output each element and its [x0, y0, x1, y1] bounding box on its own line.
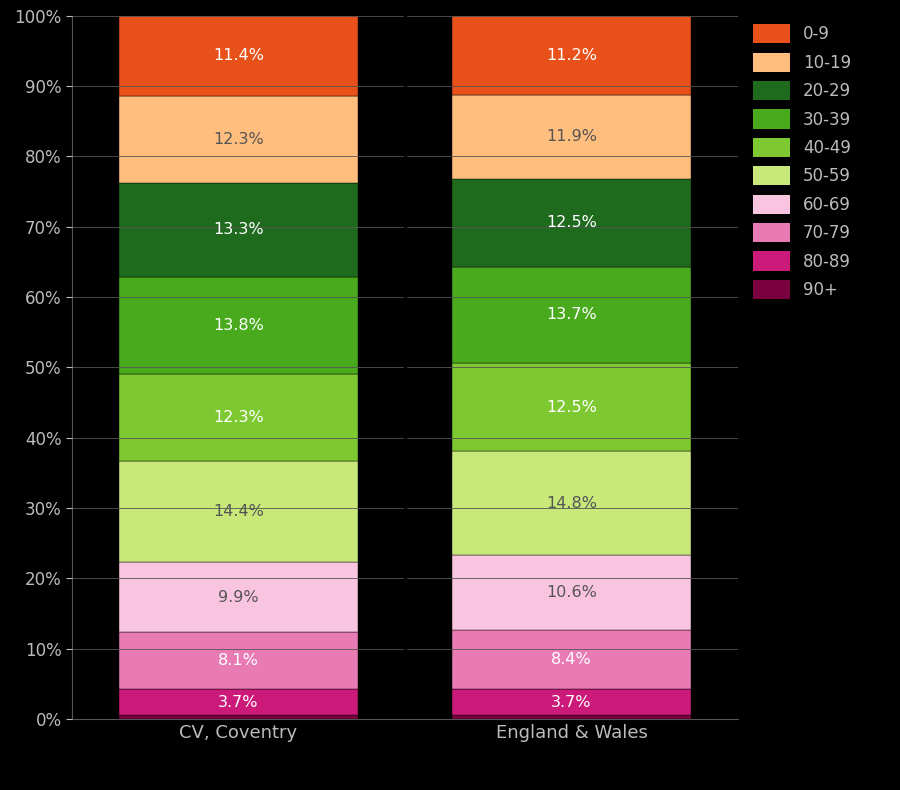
Text: 9.9%: 9.9%	[218, 590, 259, 605]
Text: 3.7%: 3.7%	[218, 695, 259, 710]
Bar	[452, 95, 691, 179]
Text: 13.8%: 13.8%	[213, 318, 264, 333]
Text: 11.9%: 11.9%	[546, 129, 597, 144]
Bar	[119, 374, 358, 461]
Bar	[452, 363, 691, 451]
Bar	[119, 690, 358, 716]
Text: 10.6%: 10.6%	[546, 585, 597, 600]
Text: 12.5%: 12.5%	[546, 215, 597, 230]
Legend: 0-9, 10-19, 20-29, 30-39, 40-49, 50-59, 60-69, 70-79, 80-89, 90+: 0-9, 10-19, 20-29, 30-39, 40-49, 50-59, …	[753, 24, 851, 299]
Bar	[119, 96, 358, 183]
Text: 12.3%: 12.3%	[213, 132, 264, 147]
Bar	[119, 562, 358, 632]
Bar	[119, 16, 358, 96]
Bar	[119, 461, 358, 562]
Text: 3.7%: 3.7%	[551, 695, 592, 710]
Text: 11.4%: 11.4%	[213, 48, 264, 63]
Bar	[452, 451, 691, 555]
Bar	[452, 555, 691, 630]
Text: 12.3%: 12.3%	[213, 410, 264, 425]
Text: 14.4%: 14.4%	[213, 504, 264, 519]
Bar	[452, 690, 691, 716]
Bar	[119, 183, 358, 276]
Bar	[452, 716, 691, 719]
Bar	[452, 266, 691, 363]
Bar	[119, 632, 358, 690]
Bar	[452, 630, 691, 690]
Text: 8.4%: 8.4%	[551, 653, 592, 668]
Bar	[119, 716, 358, 719]
Text: 11.2%: 11.2%	[546, 47, 597, 62]
Text: 13.3%: 13.3%	[213, 222, 264, 237]
Bar	[452, 16, 691, 95]
Text: 12.5%: 12.5%	[546, 400, 597, 415]
Bar	[452, 179, 691, 266]
Bar	[119, 276, 358, 374]
Text: 8.1%: 8.1%	[218, 653, 259, 668]
Text: 14.8%: 14.8%	[546, 496, 597, 511]
Text: 13.7%: 13.7%	[546, 307, 597, 322]
